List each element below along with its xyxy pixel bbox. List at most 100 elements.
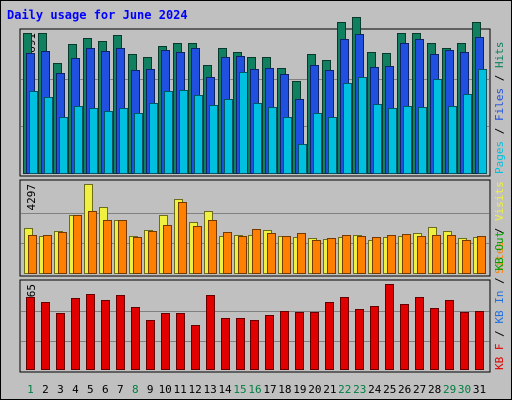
bar-visits-sites-day-26 <box>402 234 411 274</box>
bar-hits-pages-day-11 <box>179 90 188 174</box>
day-label-25: 25 <box>383 383 396 396</box>
bar-hits-pages-day-24 <box>373 104 382 174</box>
bar-kbytes-kb-f-day-15 <box>236 318 245 370</box>
bar-visits-sites-day-3 <box>58 232 67 274</box>
bar-kbytes-kb-f-day-9 <box>146 320 155 370</box>
bar-hits-pages-day-31 <box>478 69 487 174</box>
bar-hits-pages-day-22 <box>343 83 352 174</box>
legend-separator: / <box>493 121 506 141</box>
bar-visits-sites-day-8 <box>133 237 142 274</box>
bar-visits-sites-day-9 <box>148 231 157 274</box>
bar-hits-pages-day-28 <box>433 79 442 174</box>
day-label-23: 23 <box>353 383 366 396</box>
bar-kbytes-kb-f-day-3 <box>56 313 65 370</box>
legend-separator: / <box>493 324 506 344</box>
chart-title: Daily usage for June 2024 <box>7 8 188 22</box>
bar-visits-sites-day-4 <box>73 215 82 274</box>
bar-visits-sites-day-29 <box>447 235 456 274</box>
day-label-16: 16 <box>248 383 261 396</box>
bar-kbytes-kb-f-day-26 <box>400 304 409 370</box>
bar-hits-pages-day-5 <box>89 108 98 174</box>
bar-visits-sites-day-21 <box>327 238 336 274</box>
bar-kbytes-kb-f-day-1 <box>26 297 35 370</box>
bar-hits-pages-day-12 <box>194 95 203 174</box>
day-label-15: 15 <box>233 383 246 396</box>
bar-hits-pages-day-21 <box>328 117 337 174</box>
bar-hits-pages-day-2 <box>44 97 53 174</box>
day-label-26: 26 <box>398 383 411 396</box>
day-label-9: 9 <box>147 383 154 396</box>
day-label-28: 28 <box>428 383 441 396</box>
bar-visits-sites-day-30 <box>462 240 471 274</box>
bar-visits-sites-day-1 <box>28 235 37 274</box>
day-label-21: 21 <box>323 383 336 396</box>
day-label-11: 11 <box>174 383 187 396</box>
bar-visits-sites-day-12 <box>193 226 202 274</box>
legend-entry: KB In <box>493 291 506 324</box>
bar-hits-pages-day-23 <box>358 77 367 174</box>
bar-hits-pages-day-1 <box>29 91 38 174</box>
bar-visits-sites-day-25 <box>387 235 396 274</box>
bar-kbytes-kb-f-day-7 <box>116 295 125 370</box>
bar-hits-pages-day-10 <box>164 91 173 174</box>
bar-kbytes-kb-f-day-24 <box>370 306 379 370</box>
bar-visits-sites-day-22 <box>342 235 351 274</box>
legend-entry: Visits <box>493 181 506 221</box>
bar-kbytes-kb-f-day-18 <box>280 311 289 370</box>
bar-kbytes-kb-f-day-14 <box>221 318 230 370</box>
bar-visits-sites-day-18 <box>282 236 291 274</box>
bar-hits-pages-day-16 <box>253 103 262 174</box>
bar-visits-sites-day-27 <box>417 236 426 274</box>
bar-visits-sites-day-17 <box>267 233 276 274</box>
bar-hits-pages-day-9 <box>149 103 158 174</box>
panel-visits-legend: Sites / Visits <box>493 181 506 274</box>
legend-separator: / <box>493 221 506 241</box>
legend-entry: KB F <box>493 344 506 371</box>
bar-visits-sites-day-28 <box>432 235 441 274</box>
day-label-10: 10 <box>159 383 172 396</box>
bar-hits-pages-day-20 <box>313 113 322 174</box>
bar-hits-pages-day-3 <box>59 117 68 174</box>
panel-hits-legend: Pages / Files / Hits <box>493 42 506 175</box>
bar-kbytes-kb-f-day-4 <box>71 298 80 370</box>
bar-kbytes-kb-f-day-12 <box>191 325 200 370</box>
panel-kbytes: 1475765KB F / KB In / KB Out <box>19 231 506 373</box>
bar-hits-pages-day-30 <box>463 94 472 174</box>
day-label-14: 14 <box>218 383 232 396</box>
day-label-30: 30 <box>458 383 471 396</box>
bar-kbytes-kb-f-day-23 <box>355 309 364 370</box>
day-label-19: 19 <box>293 383 306 396</box>
bar-hits-pages-day-7 <box>119 108 128 174</box>
panel-hits: 40691Pages / Files / Hits <box>19 17 506 177</box>
bar-hits-pages-day-26 <box>403 106 412 174</box>
bar-hits-pages-day-18 <box>283 117 292 174</box>
bar-kbytes-kb-f-day-16 <box>250 320 259 370</box>
day-label-7: 7 <box>117 383 124 396</box>
bar-hits-pages-day-27 <box>418 107 427 174</box>
day-label-6: 6 <box>102 383 109 396</box>
bar-kbytes-kb-f-day-20 <box>310 312 319 370</box>
bar-kbytes-kb-f-day-21 <box>325 302 334 370</box>
bar-kbytes-kb-f-day-17 <box>265 315 274 370</box>
bar-visits-sites-day-24 <box>372 237 381 274</box>
legend-entry: KB Out <box>493 231 506 271</box>
bar-visits-sites-day-20 <box>312 240 321 274</box>
day-label-12: 12 <box>189 383 202 396</box>
bar-kbytes-kb-f-day-28 <box>430 308 439 370</box>
bar-visits-sites-day-14 <box>223 232 232 274</box>
day-label-20: 20 <box>308 383 321 396</box>
bar-visits-sites-day-31 <box>477 236 486 274</box>
bar-kbytes-kb-f-day-25 <box>385 284 394 370</box>
bar-hits-pages-day-4 <box>74 106 83 174</box>
panel-visits: 4297 Sites / Visits <box>19 179 506 277</box>
bar-kbytes-kb-f-day-5 <box>86 294 95 370</box>
bar-visits-sites-day-11 <box>178 202 187 274</box>
bar-kbytes-kb-f-day-19 <box>295 312 304 370</box>
x-axis-day-labels: 1 2 3 4 5 6 7 8 9 10 11 12 13 14 15 16 17 18 19 20 21 22 23 24 2… <box>27 383 486 396</box>
bar-kbytes-kb-f-day-11 <box>176 313 185 370</box>
legend-entry: Pages <box>493 141 506 174</box>
bar-hits-pages-day-8 <box>134 113 143 174</box>
panel-visits-scale-label: 4297 <box>25 184 38 211</box>
bar-kbytes-kb-f-day-8 <box>131 307 140 370</box>
legend-entry: Hits <box>493 42 506 69</box>
